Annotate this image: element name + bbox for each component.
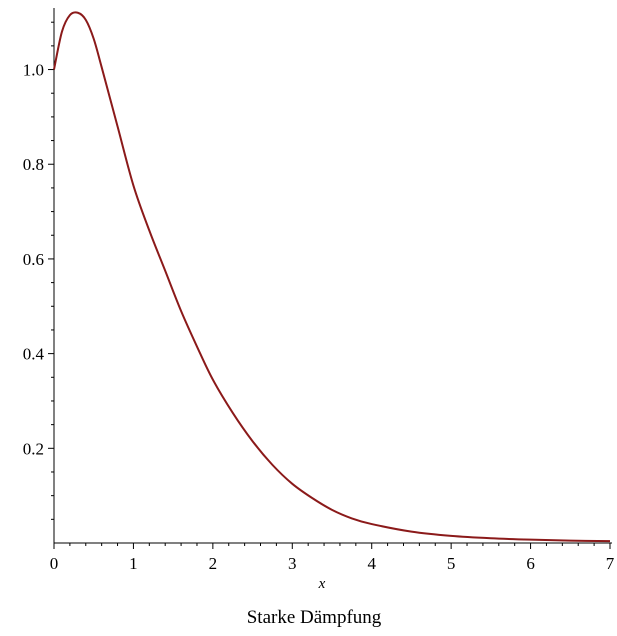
y-tick-labels: 0.2 0.4 0.6 0.8 1.0 [23, 61, 45, 459]
x-tick-label: 3 [288, 554, 297, 573]
y-tick-label: 1.0 [23, 61, 44, 80]
series-group [53, 11, 611, 543]
chart-caption: Starke Dämpfung [247, 607, 382, 628]
y-tick-label: 0.6 [23, 250, 44, 269]
x-tick-labels: 0 1 2 3 4 5 6 7 [50, 554, 615, 573]
series-line [53, 11, 611, 543]
y-tick-label: 0.4 [23, 345, 45, 364]
x-tick-label: 0 [50, 554, 59, 573]
x-tick-label: 4 [367, 554, 376, 573]
tick-marks [48, 21, 611, 549]
x-tick-label: 2 [209, 554, 218, 573]
x-tick-label: 5 [447, 554, 456, 573]
x-tick-label: 1 [129, 554, 138, 573]
y-tick-label: 0.8 [23, 155, 44, 174]
axes [53, 8, 612, 544]
x-tick-label: 6 [526, 554, 535, 573]
y-tick-label: 0.2 [23, 439, 44, 458]
x-tick-label: 7 [606, 554, 615, 573]
x-axis-label: x [318, 576, 326, 592]
